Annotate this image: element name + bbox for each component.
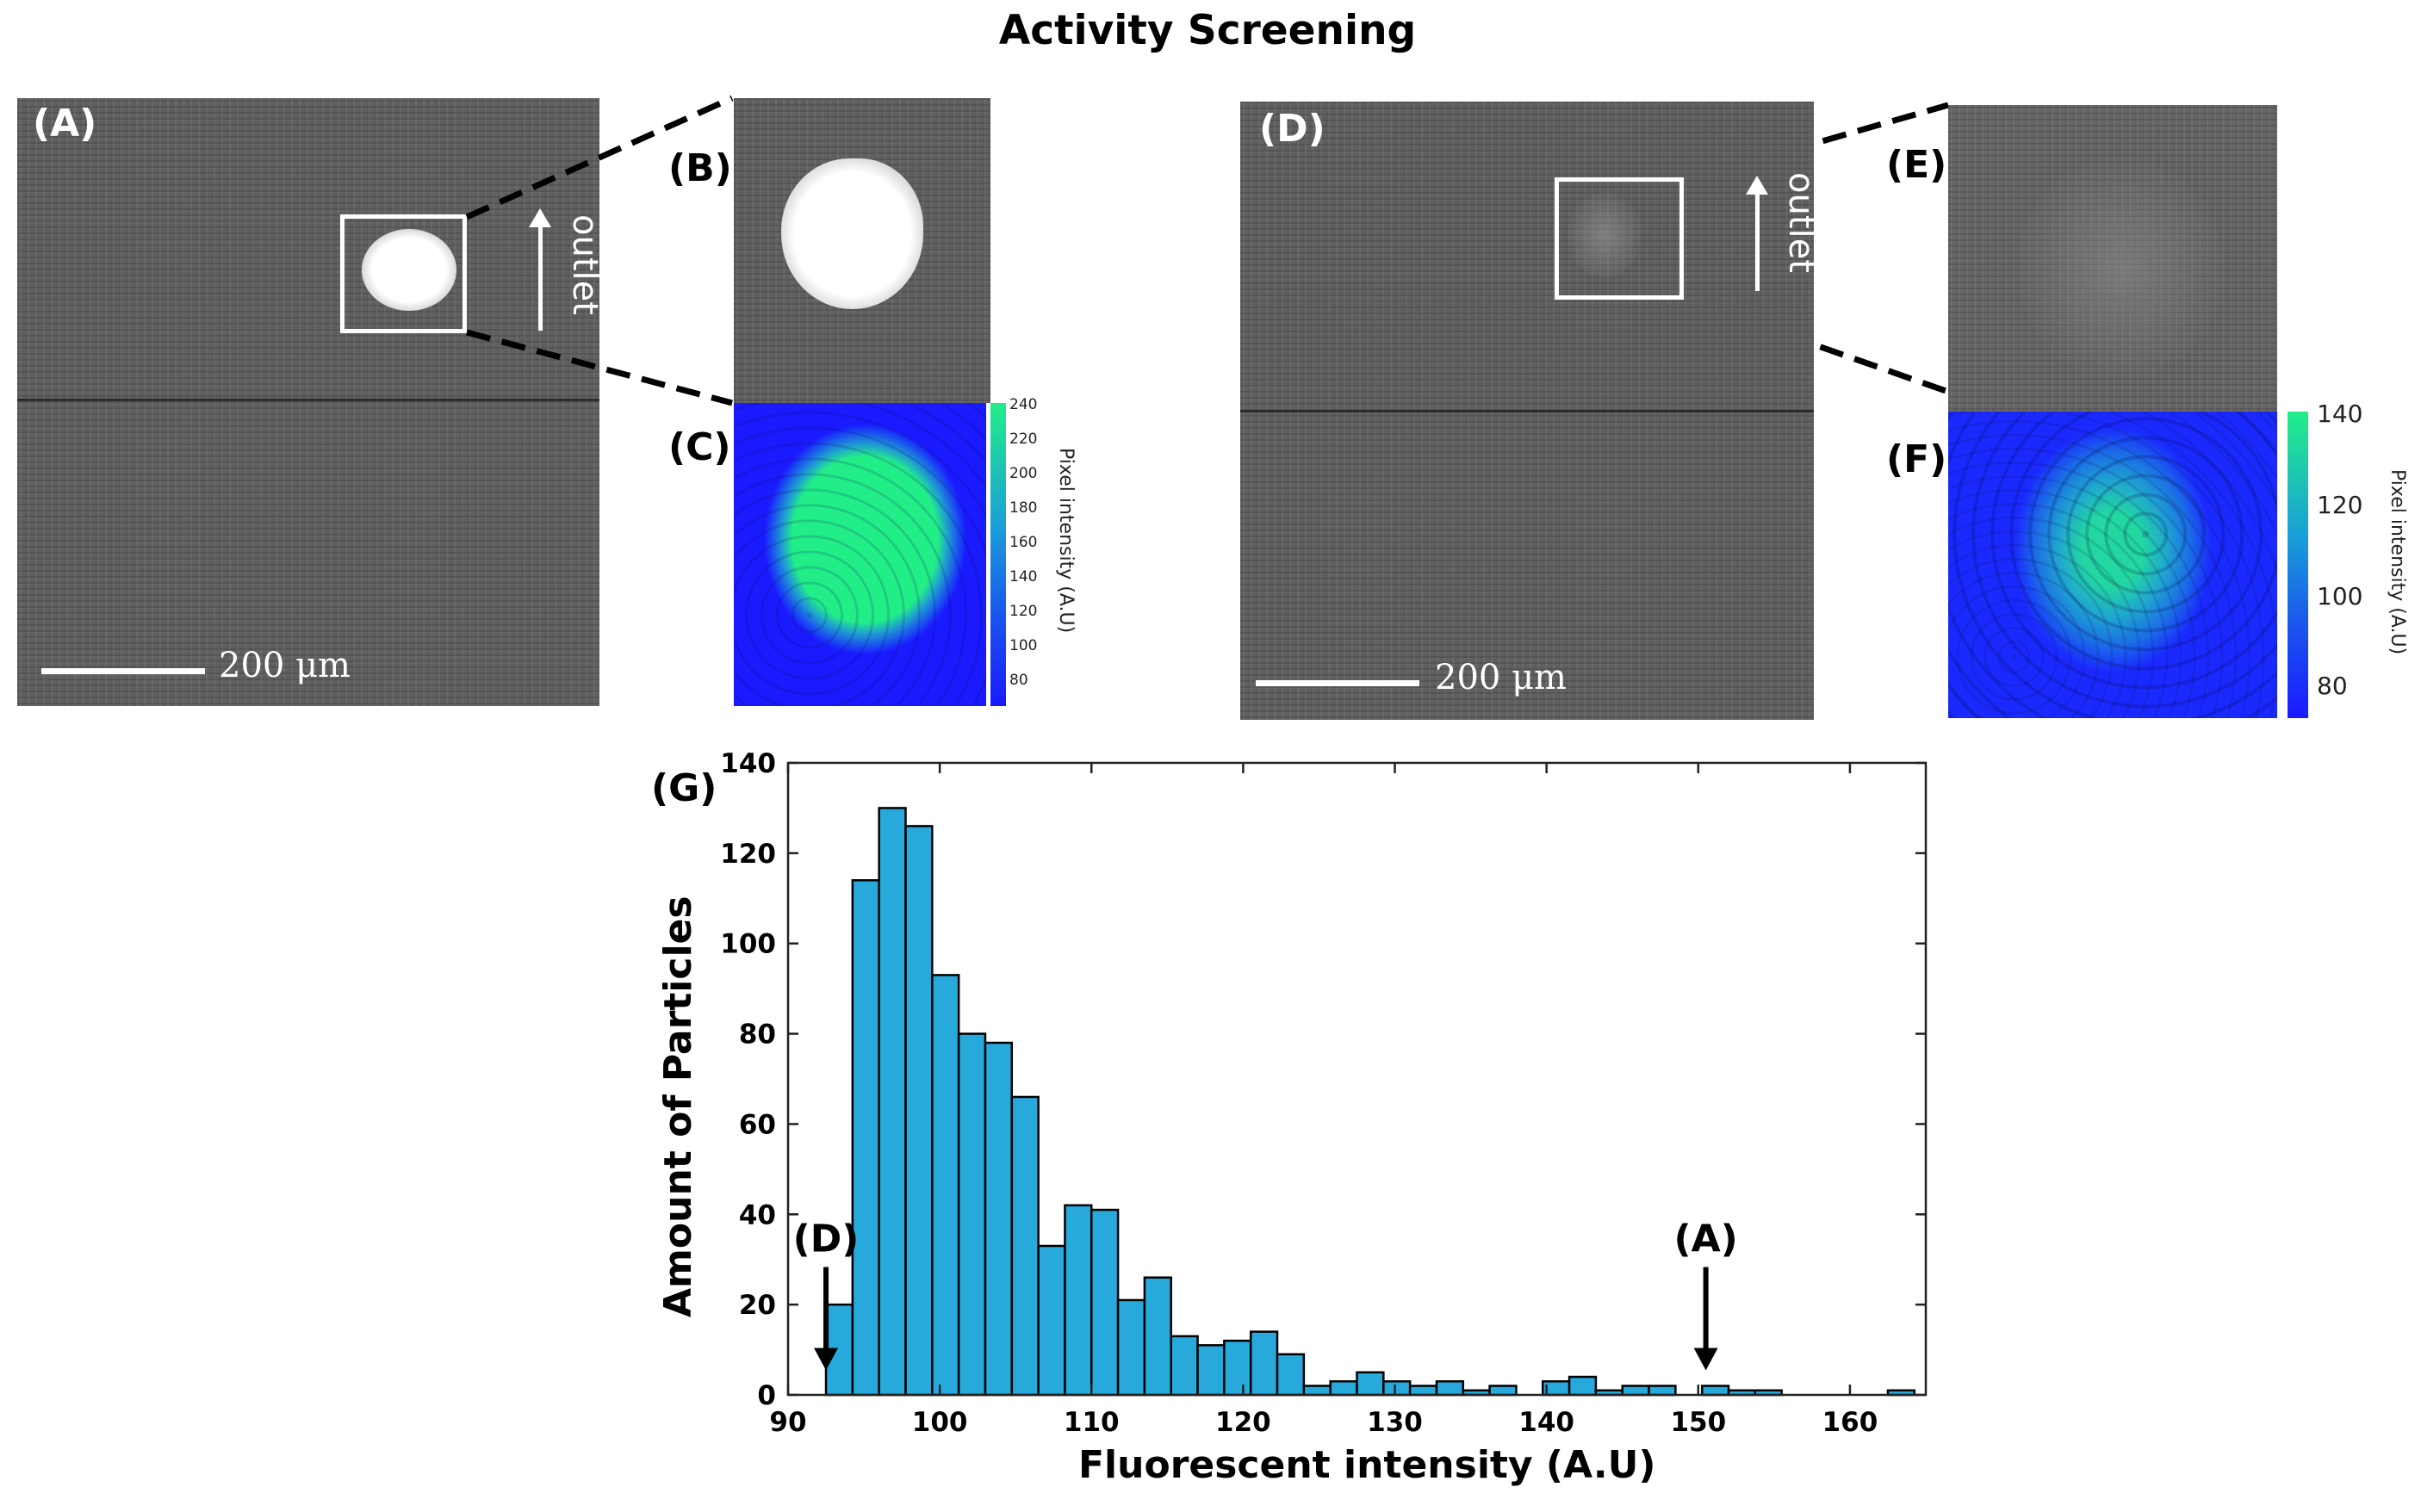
y-tick-label: 140: [720, 748, 776, 779]
outlet-arrow: [538, 219, 543, 331]
histogram-bar: [1302, 1385, 1332, 1397]
x-tick-label: 110: [1064, 1407, 1120, 1438]
histogram-bar: [904, 825, 934, 1397]
histogram-bar: [1116, 1298, 1146, 1397]
histogram-bar: [1090, 1208, 1120, 1397]
histogram-bar: [1037, 1244, 1066, 1397]
colorbar-f-tick: 120: [2317, 491, 2363, 519]
dim-particle: [1568, 192, 1641, 278]
histogram-bar: [984, 1041, 1014, 1397]
histogram-bar: [1223, 1339, 1252, 1397]
colorbar-f-tick: 100: [2317, 582, 2363, 610]
histogram-bar: [878, 807, 907, 1397]
histogram-bar: [1648, 1385, 1677, 1397]
panel-label-b: (B): [668, 146, 732, 190]
micrograph-d: outlet 200 μm: [1240, 102, 1814, 720]
histogram-bar: [1170, 1335, 1199, 1397]
x-tick-label: 90: [769, 1407, 806, 1438]
histogram-bar: [931, 974, 960, 1397]
bright-particle: [362, 229, 456, 311]
colorbar-c-tick: 240: [1009, 396, 1038, 413]
annotation-label: (A): [1673, 1218, 1737, 1261]
y-tick-label: 100: [720, 929, 776, 960]
panel-label-e: (E): [1886, 143, 1947, 187]
annotation-label: (D): [793, 1218, 860, 1261]
histogram-bar: [957, 1032, 987, 1397]
heatmap-f: [1948, 412, 2277, 718]
panel-label-a: (A): [33, 102, 97, 146]
y-tick-label: 80: [739, 1019, 776, 1050]
y-tick-label: 60: [739, 1109, 776, 1140]
panel-label-c: (C): [668, 425, 731, 469]
outlet-arrow: [1755, 188, 1760, 291]
colorbar-c-tick: 140: [1009, 568, 1038, 586]
colorbar-f-tick: 140: [2317, 400, 2363, 428]
y-tick-label: 120: [720, 839, 776, 870]
colorbar-f: [2288, 412, 2308, 718]
scale-bar: [1256, 680, 1419, 686]
colorbar-c-tick: 220: [1009, 431, 1038, 448]
colorbar-c-tick: 80: [1009, 672, 1028, 689]
y-tick-label: 40: [739, 1199, 776, 1230]
bright-particle-zoom: [781, 158, 923, 309]
annotation-arrow-head: [1693, 1348, 1718, 1371]
colorbar-c: [990, 403, 1006, 706]
histogram-bar: [1700, 1385, 1730, 1397]
histogram-bar: [1435, 1380, 1465, 1397]
histogram-bar: [1143, 1276, 1172, 1397]
x-axis-label: Fluorescent intensity (A.U): [1078, 1443, 1656, 1487]
histogram-bar: [1276, 1353, 1306, 1397]
colorbar-c-tick: 100: [1009, 637, 1038, 654]
colorbar-c-tick: 180: [1009, 499, 1038, 517]
y-tick-label: 0: [757, 1380, 776, 1411]
zoom-image-e: [1948, 105, 2277, 412]
panel-label-f: (F): [1886, 437, 1947, 481]
scale-bar: [41, 668, 205, 674]
histogram-bar: [1408, 1385, 1438, 1397]
scale-bar-label: 200 μm: [1435, 658, 1567, 697]
histogram-bar: [1329, 1380, 1358, 1397]
panel-label-d: (D): [1259, 107, 1325, 151]
histogram-bar: [1488, 1385, 1518, 1397]
histogram-bar: [1196, 1344, 1226, 1397]
x-tick-label: 120: [1215, 1407, 1271, 1438]
histogram-bar: [1010, 1095, 1040, 1397]
x-tick-label: 140: [1518, 1407, 1574, 1438]
zoom-box-d: [1555, 177, 1684, 300]
histogram-bar: [851, 879, 880, 1397]
histogram-bar: [1382, 1380, 1412, 1397]
zoom-image-b: [734, 98, 990, 403]
histogram-bar: [1249, 1330, 1279, 1397]
colorbar-c-tick: 120: [1009, 603, 1038, 620]
outlet-arrow-head: [529, 208, 551, 227]
figure-title: Activity Screening: [998, 7, 1417, 54]
histogram-bar: [1356, 1371, 1385, 1397]
x-tick-label: 150: [1670, 1407, 1726, 1438]
colorbar-c-tick: 200: [1009, 465, 1038, 482]
histogram-bar: [1621, 1385, 1650, 1397]
plot-frame: [786, 761, 1928, 1397]
histogram-bar: [1064, 1204, 1093, 1397]
x-tick-label: 160: [1822, 1407, 1878, 1438]
annotation-arrow-head: [814, 1348, 839, 1371]
x-tick-label: 130: [1367, 1407, 1423, 1438]
y-axis-label: Amount of Particles: [656, 895, 700, 1317]
x-tick-label: 100: [912, 1407, 968, 1438]
colorbar-f-tick: 80: [2317, 672, 2348, 700]
colorbar-c-tick: 160: [1009, 534, 1038, 551]
scale-bar-label: 200 μm: [219, 646, 351, 685]
outlet-arrow-head: [1746, 176, 1768, 195]
histogram-bar: [1568, 1375, 1598, 1397]
zoom-box-a: [340, 214, 467, 333]
y-tick-label: 20: [739, 1290, 776, 1321]
panel-label-g: (G): [651, 766, 717, 810]
heatmap-c: [734, 403, 986, 706]
